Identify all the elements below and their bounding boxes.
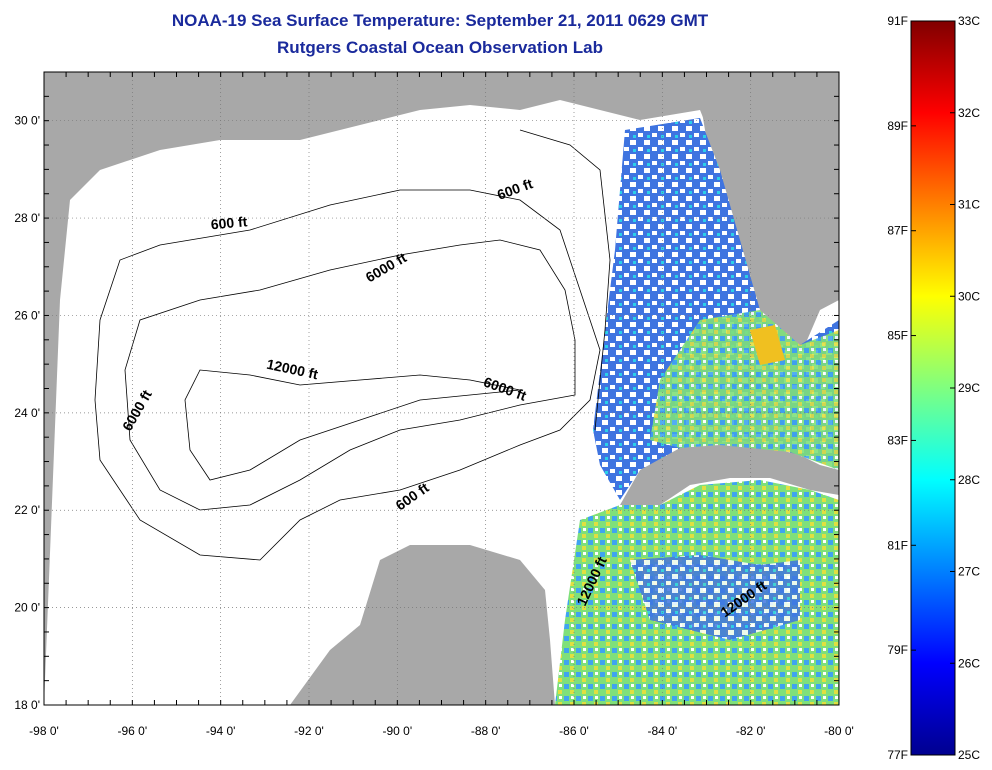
colorbar-celsius-label: 26C	[958, 656, 980, 670]
colorbar-fahrenheit-label: 91F	[887, 14, 908, 28]
lat-tick-label: 26 0'	[14, 308, 40, 322]
colorbar-celsius-label: 32C	[958, 106, 980, 120]
map-area	[44, 72, 839, 705]
colorbar-celsius-label: 30C	[958, 289, 980, 303]
colorbar-fahrenheit-label: 83F	[887, 433, 908, 447]
map-frame	[43, 71, 840, 706]
colorbar-fahrenheit-label: 87F	[887, 224, 908, 238]
lat-tick-label: 28 0'	[14, 211, 40, 225]
lon-tick-label: -96 0'	[118, 724, 148, 738]
colorbar-fahrenheit-label: 79F	[887, 643, 908, 657]
colorbar-celsius-label: 29C	[958, 381, 980, 395]
lat-tick-label: 30 0'	[14, 114, 40, 128]
colorbar-celsius-label: 33C	[958, 14, 980, 28]
colorbar-celsius-label: 28C	[958, 473, 980, 487]
lat-tick-label: 22 0'	[14, 503, 40, 517]
depth-contours	[94, 129, 611, 561]
colorbar-fahrenheit-label: 89F	[887, 119, 908, 133]
temperature-colorbar: 25C 26C 27C 28C 29C 30C 31C 32C 33C 77F 79F 81F 83F 8…	[887, 14, 980, 762]
lon-tick-label: -90 0'	[383, 724, 413, 738]
colorbar-celsius-label: 27C	[958, 565, 980, 579]
lon-tick-label: -86 0'	[559, 724, 589, 738]
graticule: -98 0' -96 0' -94 0' -92 0' -90 0' -88 0' -86 …	[14, 71, 854, 738]
depth-contour-label: 600 ft	[210, 213, 248, 232]
map-title: NOAA-19 Sea Surface Temperature: Septemb…	[171, 11, 709, 30]
lat-tick-label: 24 0'	[14, 406, 40, 420]
lon-tick-label: -84 0'	[648, 724, 678, 738]
lon-tick-label: -82 0'	[736, 724, 766, 738]
lon-tick-label: -92 0'	[294, 724, 324, 738]
colorbar-labels: 25C 26C 27C 28C 29C 30C 31C 32C 33C 77F 79F 81F 83F 8…	[887, 14, 980, 762]
lat-tick-label: 18 0'	[14, 698, 40, 712]
map-subtitle: Rutgers Coastal Ocean Observation Lab	[277, 38, 603, 57]
colorbar-fahrenheit-label: 85F	[887, 329, 908, 343]
colorbar-celsius-label: 31C	[958, 198, 980, 212]
sst-swath	[555, 118, 839, 705]
lon-tick-label: -80 0'	[824, 724, 854, 738]
colorbar-fahrenheit-label: 77F	[887, 748, 908, 762]
lon-tick-label: -88 0'	[471, 724, 501, 738]
colorbar-fahrenheit-label: 81F	[887, 538, 908, 552]
florida-land	[700, 95, 839, 360]
lat-tick-label: 20 0'	[14, 601, 40, 615]
cuba-land	[620, 440, 839, 520]
lon-tick-label: -94 0'	[206, 724, 236, 738]
lon-tick-label: -98 0'	[29, 724, 59, 738]
colorbar-celsius-label: 25C	[958, 748, 980, 762]
colorbar-gradient	[910, 20, 956, 756]
yucatan-land	[290, 545, 555, 705]
